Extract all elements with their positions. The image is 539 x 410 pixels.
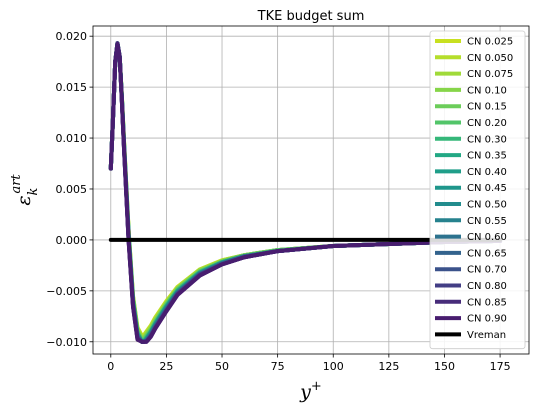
y-tick-label: 0.020 <box>56 30 88 43</box>
y-axis-label-sub: k <box>26 187 41 195</box>
legend-label-cn-0-55: CN 0.55 <box>467 216 507 227</box>
legend-label-cn-0-025: CN 0.025 <box>467 37 513 48</box>
legend-label-cn-0-90: CN 0.90 <box>467 314 507 325</box>
legend-label-cn-0-40: CN 0.40 <box>467 167 507 178</box>
legend-label-cn-0-65: CN 0.65 <box>467 248 507 259</box>
legend: CN 0.025 CN 0.050 CN 0.075 CN 0.10 CN 0.15 CN… <box>429 30 526 350</box>
y-tick-label: 0.015 <box>56 81 88 94</box>
plot-frame <box>92 25 530 355</box>
legend-label-cn-0-075: CN 0.075 <box>467 69 513 80</box>
x-tick-label: 50 <box>215 360 229 373</box>
legend-label-cn-0-10: CN 0.10 <box>467 85 507 96</box>
legend-label-cn-0-15: CN 0.15 <box>467 102 507 113</box>
legend-label-cn-0-45: CN 0.45 <box>467 183 507 194</box>
chart-title: TKE budget sum <box>257 9 365 24</box>
series-lines <box>108 41 503 344</box>
y-tick-label: −0.010 <box>46 336 87 349</box>
legend-label-cn-0-70: CN 0.70 <box>467 265 507 276</box>
svg-text:εkart: εkart <box>9 174 41 206</box>
legend-label-vreman: Vreman <box>467 330 506 341</box>
legend-label-cn-0-050: CN 0.050 <box>467 53 513 64</box>
y-axis-ticks: −0.010 −0.005 0.000 0.005 0.010 0.015 0.020 <box>46 30 93 349</box>
x-tick-label: 125 <box>378 360 399 373</box>
x-tick-label: 75 <box>271 360 285 373</box>
x-tick-label: 100 <box>323 360 344 373</box>
x-axis-label: y+ <box>299 379 322 403</box>
y-axis-label-main: ε <box>13 195 35 205</box>
y-tick-label: −0.005 <box>46 285 87 298</box>
legend-label-cn-0-85: CN 0.85 <box>467 297 507 308</box>
series-line-cn-0-90 <box>108 42 503 344</box>
legend-label-cn-0-20: CN 0.20 <box>467 118 507 129</box>
x-tick-label: 150 <box>434 360 455 373</box>
x-axis-label-sup: + <box>311 379 322 394</box>
legend-label-cn-0-35: CN 0.35 <box>467 151 507 162</box>
y-axis-label: εkart <box>9 174 41 206</box>
legend-label-cn-0-60: CN 0.60 <box>467 232 507 243</box>
y-tick-label: 0.005 <box>56 183 88 196</box>
x-tick-label: 25 <box>159 360 173 373</box>
y-tick-label: 0.010 <box>56 132 88 145</box>
legend-label-cn-0-30: CN 0.30 <box>467 134 507 145</box>
x-axis-label-main: y <box>299 381 311 403</box>
y-tick-label: 0.000 <box>56 234 88 247</box>
y-axis-label-sup: art <box>9 174 24 194</box>
legend-label-cn-0-50: CN 0.50 <box>467 200 507 211</box>
legend-label-cn-0-80: CN 0.80 <box>467 281 507 292</box>
x-tick-label: 0 <box>107 360 114 373</box>
x-axis-ticks: 0 25 50 75 100 125 150 175 <box>107 354 511 373</box>
x-tick-label: 175 <box>490 360 511 373</box>
